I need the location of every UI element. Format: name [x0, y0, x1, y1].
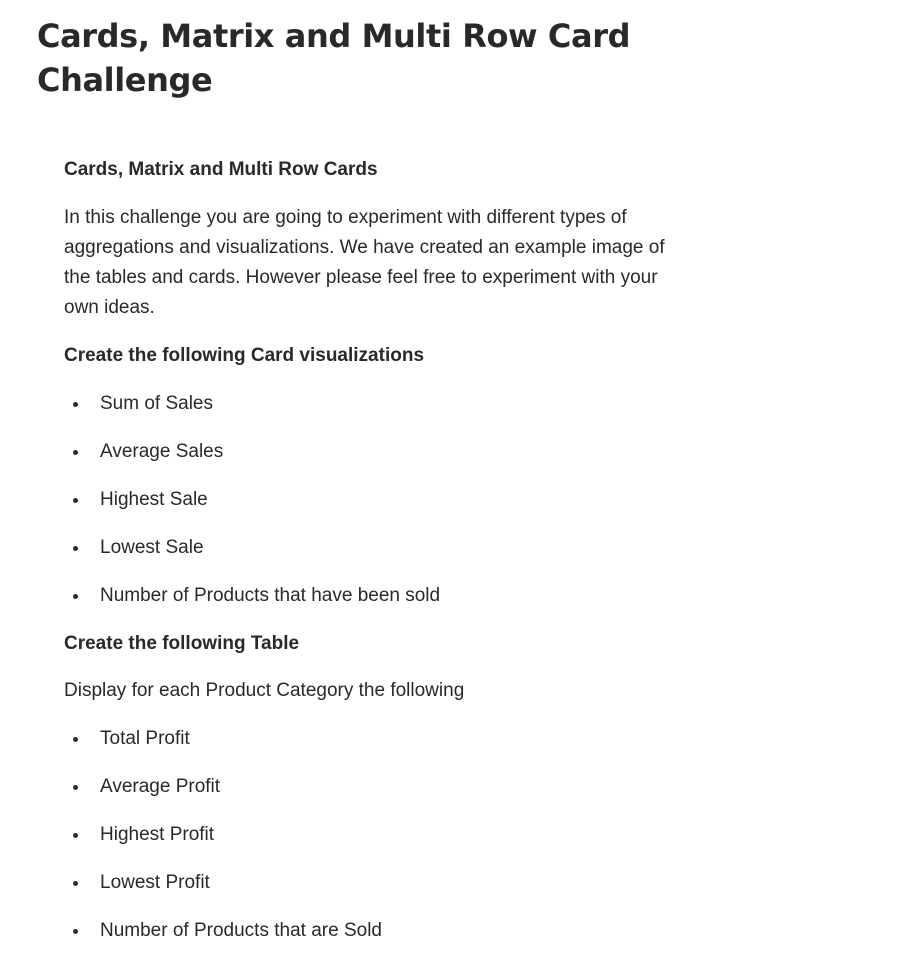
intro-heading: Cards, Matrix and Multi Row Cards [64, 159, 378, 180]
list-item-text: Highest Profit [100, 824, 215, 845]
list-item-text: Average Profit [100, 776, 221, 797]
list-item-text: Average Sales [100, 441, 224, 462]
bullet-icon [73, 594, 78, 599]
spacer [64, 611, 704, 629]
list-item: Number of Products that have been sold [64, 581, 704, 611]
list-item-text: Lowest Sale [100, 537, 204, 558]
list-item: Highest Sale [64, 485, 704, 515]
list-item-text: Number of Products that are Sold [100, 920, 382, 941]
list-item: Average Profit [64, 772, 704, 802]
list-item-text: Highest Sale [100, 489, 208, 510]
article-body: Cards, Matrix and Multi Row Cards In thi… [64, 155, 704, 946]
list-item: Lowest Sale [64, 533, 704, 563]
table-list: Total Profit Average Profit Highest Prof… [64, 724, 704, 946]
bullet-icon [73, 498, 78, 503]
intro-paragraph: In this challenge you are going to exper… [64, 207, 665, 318]
table-heading: Create the following Table [64, 633, 300, 654]
page-title: Cards, Matrix and Multi Row Card Challen… [37, 17, 631, 99]
bullet-icon [73, 737, 78, 742]
list-item: Number of Products that are Sold [64, 916, 704, 946]
list-item: Highest Profit [64, 820, 704, 850]
bullet-icon [73, 929, 78, 934]
bullet-icon [73, 785, 78, 790]
cards-list: Sum of Sales Average Sales Highest Sale … [64, 389, 704, 611]
list-item: Average Sales [64, 437, 704, 467]
list-item-text: Sum of Sales [100, 393, 213, 414]
bullet-icon [73, 833, 78, 838]
list-item: Total Profit [64, 724, 704, 754]
bullet-icon [73, 402, 78, 407]
bullet-icon [73, 881, 78, 886]
list-item-text: Total Profit [100, 728, 190, 749]
cards-heading: Create the following Card visualizations [64, 345, 425, 366]
bullet-icon [73, 450, 78, 455]
list-item: Sum of Sales [64, 389, 704, 419]
list-item-text: Lowest Profit [100, 872, 210, 893]
list-item-text: Number of Products that have been sold [100, 585, 441, 606]
table-paragraph: Display for each Product Category the fo… [64, 680, 465, 701]
bullet-icon [73, 546, 78, 551]
list-item: Lowest Profit [64, 868, 704, 898]
